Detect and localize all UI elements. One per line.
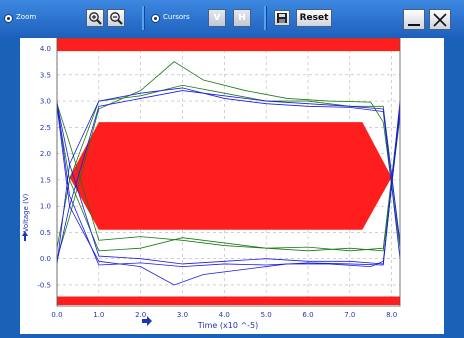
save-button[interactable] xyxy=(274,10,290,26)
trace-line-green xyxy=(57,84,400,249)
y-tick-label: 1.5 xyxy=(40,176,51,184)
vertical-cursor-button[interactable]: V xyxy=(208,9,226,27)
traces xyxy=(57,61,400,286)
trace-line-blue xyxy=(57,106,400,286)
zoom-in-button[interactable] xyxy=(86,9,104,27)
eye-diagram-chart[interactable]: 4.0 3.5 3.0 2.5 2.0 1.5 1.0 0.5 0.0 -0.5 0.0 1.0 2.… xyxy=(20,37,444,334)
minimize-button[interactable] xyxy=(403,9,425,30)
mask-top-limit xyxy=(57,38,400,52)
close-button[interactable] xyxy=(429,9,451,30)
y-axis-label: Voltage (V) xyxy=(22,193,30,232)
eye-diagram-panel: 4.0 3.5 3.0 2.5 2.0 1.5 1.0 0.5 0.0 -0.5 0.0 1.0 2.… xyxy=(20,37,444,334)
trace-line-blue xyxy=(57,87,400,265)
zoom-out-icon xyxy=(110,12,123,25)
y-tick-label: 3.0 xyxy=(40,98,51,106)
zoom-out-button[interactable] xyxy=(107,9,125,27)
mask-bottom-limit xyxy=(57,296,400,305)
y-axis-arrow-icon xyxy=(22,231,28,241)
x-axis-arrow-icon xyxy=(142,316,152,326)
mask-center-hexagon xyxy=(69,122,392,230)
toolbar-separator xyxy=(264,6,267,30)
y-tick-label: 2.0 xyxy=(40,150,51,158)
y-tick-label: 0.0 xyxy=(40,255,51,263)
trace-line-green xyxy=(57,103,400,252)
minimize-icon xyxy=(408,23,420,26)
trace-line-blue xyxy=(57,90,400,262)
x-tick-label: 3.0 xyxy=(177,311,188,319)
x-tick-label: 8.0 xyxy=(386,311,397,319)
x-tick-label: 2.0 xyxy=(135,311,146,319)
x-tick-label: 1.0 xyxy=(93,311,104,319)
plot-border xyxy=(56,37,401,307)
x-tick-label: 0.0 xyxy=(51,311,62,319)
y-tick-label: 1.0 xyxy=(40,203,51,211)
cursors-radio[interactable] xyxy=(151,14,160,23)
y-tick-label: 2.5 xyxy=(40,124,51,132)
mask-regions xyxy=(57,38,400,305)
y-tick-label: 3.5 xyxy=(40,71,51,79)
trace-line-green xyxy=(57,61,400,259)
x-tick-label: 7.0 xyxy=(344,311,355,319)
y-tick-label: 0.5 xyxy=(40,229,51,237)
horizontal-cursor-button[interactable]: H xyxy=(233,9,251,27)
trace-line-green xyxy=(57,106,400,252)
floppy-disk-icon xyxy=(277,13,287,23)
reset-button[interactable]: Reset xyxy=(296,9,332,27)
zoom-radio[interactable] xyxy=(4,14,13,23)
x-tick-labels: 0.0 1.0 2.0 3.0 4.0 5.0 6.0 7.0 8.0 xyxy=(51,311,397,319)
x-tick-label: 5.0 xyxy=(261,311,272,319)
zoom-in-icon xyxy=(89,12,102,25)
y-tick-labels: 4.0 3.5 3.0 2.5 2.0 1.5 1.0 0.5 0.0 -0.5 xyxy=(37,45,51,289)
toolbar: Zoom Cursors V H Reset xyxy=(0,0,464,38)
x-axis-label: Time (x10 ^-5) xyxy=(197,321,259,330)
toolbar-separator xyxy=(142,6,145,30)
close-icon xyxy=(433,12,447,27)
x-tick-label: 4.0 xyxy=(219,311,230,319)
y-tick-label: 4.0 xyxy=(40,45,51,53)
y-tick-label: -0.5 xyxy=(37,281,51,289)
x-tick-label: 6.0 xyxy=(302,311,313,319)
trace-line-blue xyxy=(57,103,400,265)
zoom-label: Zoom xyxy=(16,13,37,21)
trace-line-blue xyxy=(57,101,400,267)
cursors-label: Cursors xyxy=(163,13,190,21)
